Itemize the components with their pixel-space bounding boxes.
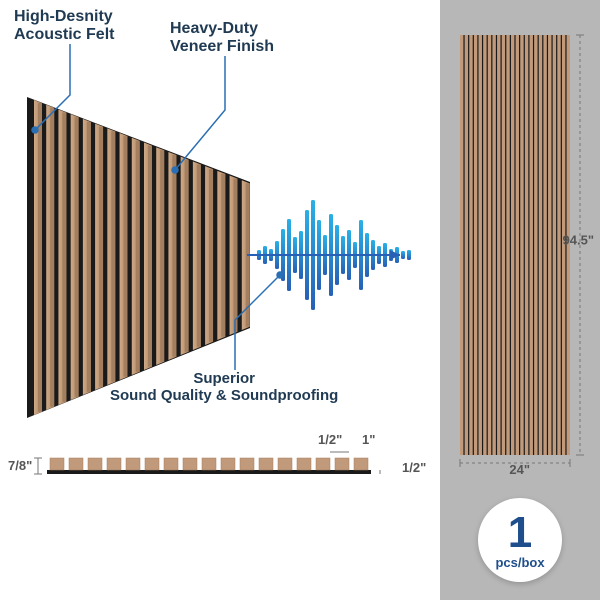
callout-sound: Superior Sound Quality & Soundproofing <box>110 370 338 405</box>
cross-section-view <box>0 440 430 510</box>
pcs-badge: 1 pcs/box <box>478 498 562 582</box>
panel-perspective-view <box>0 0 430 600</box>
dim-felt: 1/2" <box>402 460 426 475</box>
callout-veneer: Heavy-Duty Veneer Finish <box>170 20 274 57</box>
dim-gap: 1/2" <box>318 432 342 447</box>
dim-height: 94.5" <box>563 233 594 248</box>
dim-width: 24" <box>509 462 530 477</box>
pcs-label: pcs/box <box>495 555 544 570</box>
dim-depth: 7/8" <box>8 458 32 473</box>
pcs-number: 1 <box>508 511 532 555</box>
dim-slat: 1" <box>362 432 375 447</box>
callout-felt: High-Desnity Acoustic Felt <box>14 8 114 45</box>
